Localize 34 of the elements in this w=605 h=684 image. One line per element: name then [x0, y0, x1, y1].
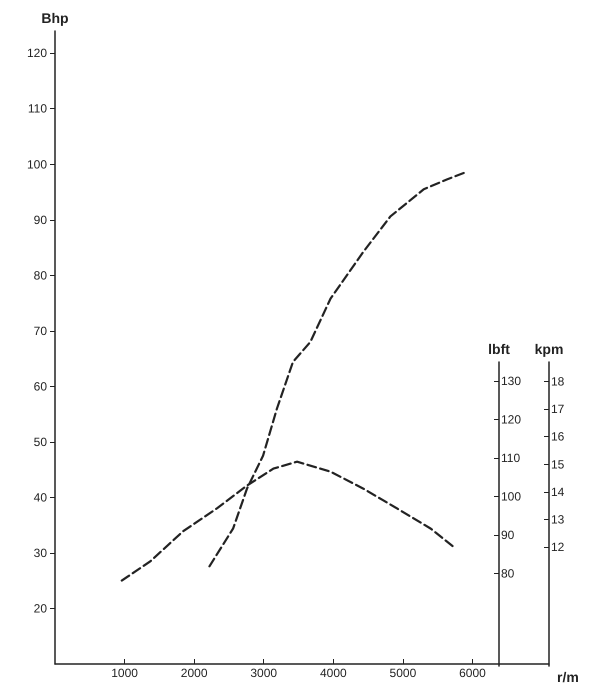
y3-tick-label: 18: [551, 374, 565, 388]
y-tick-label: 30: [34, 546, 48, 560]
y2-tick-label: 120: [501, 412, 522, 427]
x-tick-label: 4000: [320, 666, 347, 680]
y3-tick-label: 15: [551, 457, 565, 472]
y3-tick-label: 14: [551, 484, 565, 499]
x-tick-label: 1000: [111, 666, 138, 680]
y3-tick-label: 16: [551, 430, 565, 444]
y-axis-title: Bhp: [41, 10, 69, 26]
y-tick-label: 120: [26, 46, 48, 60]
y2-tick-label: 80: [501, 566, 515, 581]
x-tick-label: 3000: [250, 666, 278, 680]
y3-tick-label: 17: [551, 402, 565, 416]
y-tick-label: 110: [28, 102, 48, 116]
x-tick-label: 6000: [459, 666, 486, 680]
y2-tick-label: 100: [501, 490, 522, 504]
x-axis-title: r/m: [557, 669, 579, 684]
y-tick-label: 40: [34, 490, 48, 504]
y-tick-label: 60: [34, 379, 48, 394]
y2-axis-title: lbft: [488, 341, 510, 357]
y-tick-label: 80: [34, 268, 48, 282]
x-tick-label: 2000: [180, 666, 208, 680]
x-tick-label: 5000: [390, 666, 417, 680]
y2-tick-label: 110: [501, 451, 520, 466]
y-tick-label: 20: [34, 601, 48, 616]
y-tick-label: 90: [34, 212, 48, 227]
y3-tick-label: 13: [551, 512, 565, 527]
y3-axis-title: kpm: [534, 341, 564, 357]
y-tick-label: 70: [34, 324, 48, 338]
y2-tick-label: 130: [501, 374, 522, 388]
y2-tick-label: 90: [501, 528, 515, 542]
y-tick-label: 100: [26, 157, 48, 172]
y3-tick-label: 12: [551, 540, 565, 554]
y-tick-label: 50: [34, 434, 48, 449]
